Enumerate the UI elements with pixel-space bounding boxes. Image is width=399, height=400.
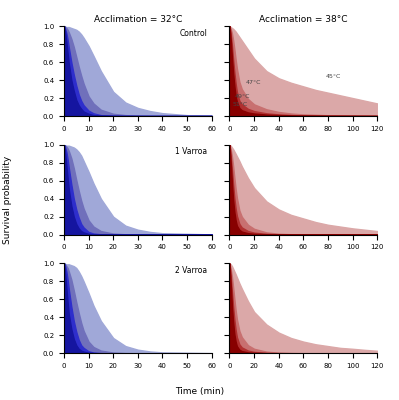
- Text: 49°C: 49°C: [235, 94, 251, 99]
- Text: 1 Varroa: 1 Varroa: [175, 148, 207, 156]
- Text: 51°C: 51°C: [233, 102, 248, 107]
- Title: Acclimation = 38°C: Acclimation = 38°C: [259, 15, 348, 24]
- Text: 2 Varroa: 2 Varroa: [175, 266, 207, 275]
- Text: Time (min): Time (min): [175, 387, 224, 396]
- Text: Survival probability: Survival probability: [4, 156, 12, 244]
- Text: 45°C: 45°C: [326, 74, 341, 79]
- Text: 47°C: 47°C: [245, 80, 261, 85]
- Title: Acclimation = 32°C: Acclimation = 32°C: [94, 15, 182, 24]
- Text: Control: Control: [180, 29, 207, 38]
